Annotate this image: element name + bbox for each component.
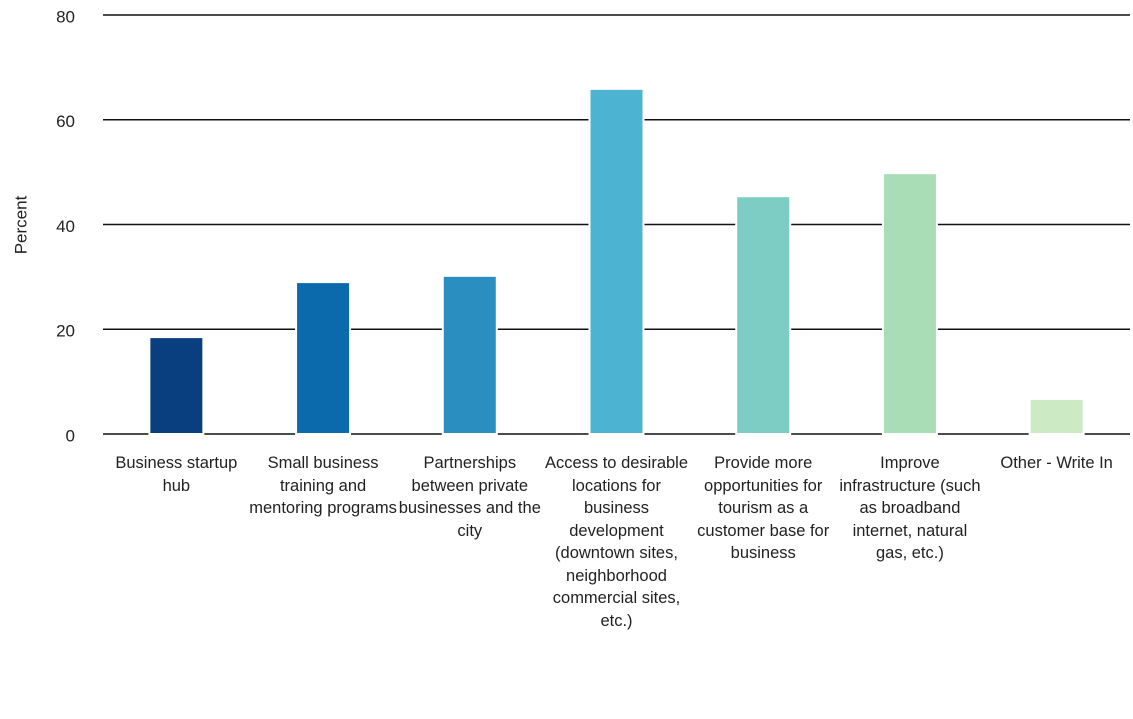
x-tick-label: Provide more opportunities for tourism a… [697,454,830,562]
bar [148,336,205,436]
bar [881,172,938,436]
x-tick-label: Other - Write In [1000,454,1113,472]
bar [1028,397,1085,436]
y-tick-label: 40 [56,217,75,236]
y-tick-label: 80 [56,7,75,26]
y-tick-label: 60 [56,112,75,131]
bar [295,281,352,435]
bar [441,274,498,436]
x-tick-label: Improve infrastructure (such as broadban… [839,454,981,562]
bar [735,195,792,435]
x-tick-label: Access to desirable locations for busine… [544,454,689,630]
y-axis-label: Percent [11,195,30,254]
x-tick-label: Small business training and mentoring pr… [249,454,397,517]
x-tick-label: Business startup hub [115,454,238,495]
y-tick-label: 20 [56,322,75,341]
y-tick-label: 0 [66,426,75,445]
bar [588,87,645,435]
x-tick-label: Partnerships between private businesses … [398,454,541,540]
